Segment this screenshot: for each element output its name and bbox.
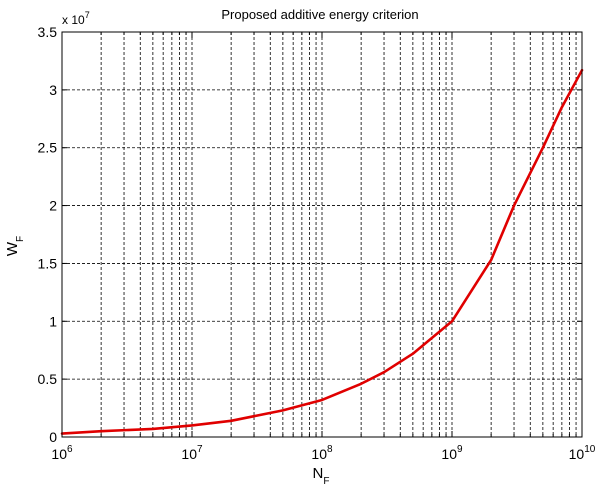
y-tick-label: 2 [49, 198, 57, 214]
series-line [60, 68, 584, 435]
x-axis-label-subscript: F [323, 476, 329, 487]
x-axis-label-main: N [313, 465, 324, 482]
x-tick-label: 106 [51, 444, 73, 462]
x-tick-label-base: 10 [569, 446, 585, 462]
y-tick-label: 0.5 [38, 371, 58, 387]
x-tick-label-base: 10 [51, 446, 67, 462]
x-tick-label-exponent: 8 [327, 444, 333, 455]
x-tick-label-exponent: 7 [197, 444, 203, 455]
y-tick-label: 2.5 [38, 140, 58, 156]
y-tick-label: 1 [49, 313, 57, 329]
x-tick-label-exponent: 10 [584, 444, 596, 455]
y-axis-label: WF [4, 236, 26, 256]
y-multiplier-exponent: 7 [85, 10, 90, 20]
x-tick-label-exponent: 9 [457, 444, 463, 455]
x-tick-label: 107 [181, 444, 203, 462]
y-multiplier-base: x 10 [62, 13, 85, 27]
chart-title: Proposed additive energy criterion [221, 7, 418, 22]
y-axis-label-main: W [4, 241, 21, 256]
x-axis-label: NF [313, 465, 330, 487]
x-tick-label: 108 [311, 444, 333, 462]
x-tick-label: 1010 [569, 444, 596, 462]
x-tick-label-base: 10 [181, 446, 197, 462]
y-axis-multiplier: x 107 [62, 10, 90, 27]
y-tick-label: 3 [49, 82, 57, 98]
y-tick-label: 1.5 [38, 255, 58, 271]
x-tick-label-base: 10 [311, 446, 327, 462]
x-tick-label-exponent: 6 [67, 444, 73, 455]
y-axis-label-subscript: F [15, 236, 26, 242]
y-tick-label: 3.5 [38, 24, 58, 40]
grid-layer [62, 32, 582, 437]
x-tick-label: 109 [441, 444, 463, 462]
y-tick-label: 0 [49, 429, 57, 445]
x-tick-label-base: 10 [441, 446, 457, 462]
series-layer [60, 68, 584, 435]
